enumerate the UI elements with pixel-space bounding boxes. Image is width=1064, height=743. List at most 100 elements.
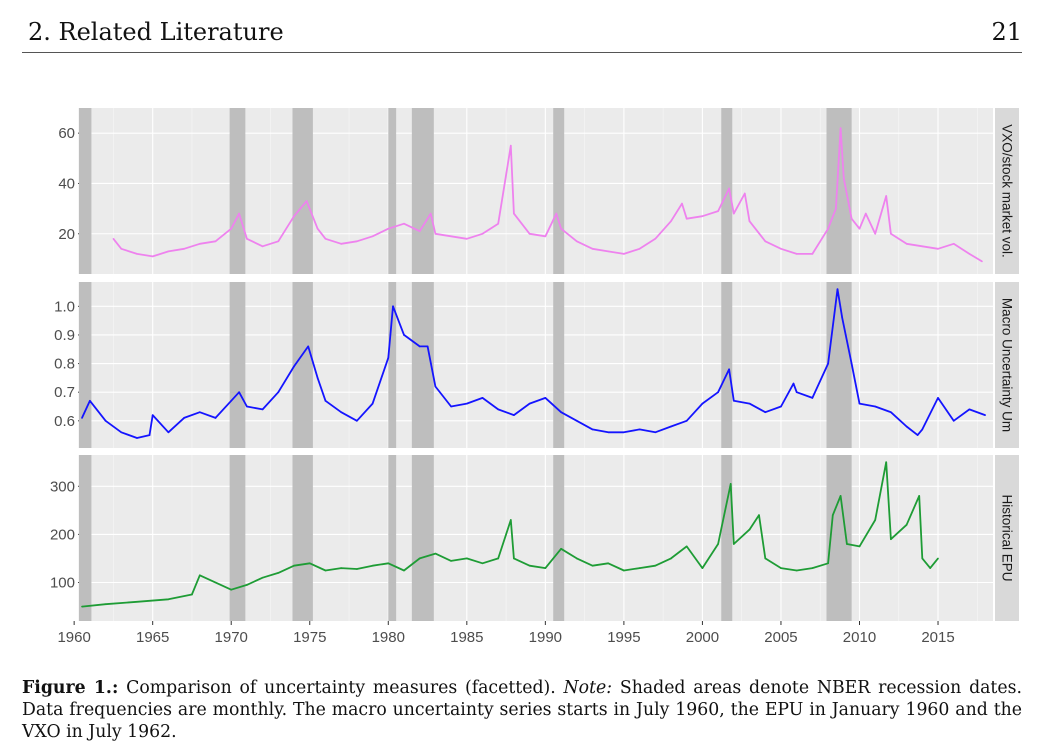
data-point bbox=[466, 237, 468, 240]
data-point bbox=[701, 402, 704, 405]
data-point bbox=[717, 543, 719, 545]
data-point bbox=[905, 523, 908, 526]
data-point bbox=[685, 217, 688, 220]
data-point bbox=[905, 243, 908, 245]
data-point bbox=[466, 557, 468, 560]
section-title: 2. Related Literature bbox=[28, 18, 284, 46]
data-point bbox=[89, 399, 91, 402]
facet-strip-label: Historical EPU bbox=[1000, 494, 1015, 581]
data-point bbox=[324, 399, 327, 402]
data-point bbox=[340, 411, 342, 414]
data-point bbox=[748, 528, 751, 531]
data-point bbox=[670, 220, 672, 222]
data-point bbox=[717, 391, 719, 393]
data-point bbox=[937, 557, 939, 560]
data-point bbox=[371, 564, 374, 567]
figure-caption: Figure 1.: Comparison of uncertainty mea… bbox=[22, 677, 1022, 743]
data-point bbox=[841, 316, 844, 319]
data-point bbox=[575, 557, 578, 560]
data-point bbox=[836, 288, 839, 290]
data-point bbox=[850, 217, 853, 220]
data-point bbox=[638, 567, 641, 569]
data-point bbox=[623, 253, 625, 255]
data-point bbox=[167, 431, 170, 434]
data-point bbox=[112, 237, 115, 240]
x-tick-label: 1995 bbox=[607, 629, 640, 646]
data-point bbox=[426, 345, 429, 348]
caption-text: Comparison of uncertainty measures (face… bbox=[126, 678, 556, 698]
series-line bbox=[112, 127, 983, 263]
data-point bbox=[623, 569, 625, 572]
panel-2: 0.6 0.7 0.8 0.9 1.0 Macro Uncertainty Um bbox=[54, 282, 1019, 448]
faceted-line-chart: 20 40 60 VXO/stock market vol. 0.6 0.7 0.8 0.9 1… bbox=[50, 108, 1019, 646]
data-point bbox=[528, 402, 531, 405]
data-point bbox=[261, 245, 264, 248]
data-point bbox=[811, 567, 814, 569]
data-point bbox=[403, 569, 405, 572]
data-point bbox=[607, 250, 609, 253]
x-tick-label: 1975 bbox=[293, 629, 326, 646]
facet-strip-label: Macro Uncertainty Um bbox=[1000, 298, 1015, 432]
recession-band bbox=[388, 108, 397, 274]
data-point bbox=[968, 408, 971, 411]
data-point bbox=[403, 334, 405, 336]
data-point bbox=[356, 240, 358, 243]
data-point bbox=[387, 227, 390, 230]
y-tick-label: 0.8 bbox=[54, 356, 75, 373]
data-point bbox=[261, 408, 264, 411]
recession-band bbox=[78, 108, 92, 274]
recession-band bbox=[292, 455, 313, 621]
data-point bbox=[120, 431, 123, 434]
recession-band bbox=[553, 455, 565, 621]
data-point bbox=[481, 397, 484, 399]
data-point bbox=[316, 377, 319, 379]
recession-band bbox=[229, 282, 246, 448]
data-point bbox=[307, 345, 309, 348]
data-point bbox=[733, 543, 735, 545]
data-point bbox=[544, 235, 547, 238]
data-point bbox=[513, 414, 515, 416]
x-tick-label: 1990 bbox=[529, 629, 562, 646]
recession-band bbox=[388, 455, 397, 621]
data-point bbox=[277, 391, 280, 393]
data-point bbox=[638, 428, 641, 431]
data-point bbox=[839, 495, 842, 497]
recession-band bbox=[78, 282, 92, 448]
data-point bbox=[575, 420, 578, 422]
data-point bbox=[387, 562, 390, 565]
data-point bbox=[795, 391, 798, 393]
recession-band bbox=[411, 455, 434, 621]
data-point bbox=[728, 368, 730, 371]
data-point bbox=[748, 220, 751, 222]
data-point bbox=[764, 557, 767, 560]
x-tick-label: 1965 bbox=[136, 629, 169, 646]
data-point bbox=[850, 362, 853, 365]
data-point bbox=[429, 212, 432, 215]
data-point bbox=[481, 562, 484, 565]
y-tick-label: 200 bbox=[50, 526, 75, 543]
data-point bbox=[835, 207, 837, 210]
data-point bbox=[151, 255, 154, 258]
panel-3: 100 200 300 Historical EPU bbox=[50, 455, 1019, 621]
data-point bbox=[230, 399, 233, 402]
data-point bbox=[748, 402, 751, 405]
recession-band bbox=[721, 282, 733, 448]
data-point bbox=[230, 588, 233, 591]
data-point bbox=[831, 514, 834, 516]
data-point bbox=[685, 420, 688, 422]
data-point bbox=[701, 215, 704, 217]
recession-band bbox=[553, 282, 565, 448]
data-point bbox=[890, 232, 892, 235]
data-point bbox=[681, 202, 683, 205]
data-point bbox=[214, 417, 217, 419]
recession-band bbox=[411, 282, 434, 448]
data-point bbox=[528, 232, 531, 235]
data-point bbox=[717, 210, 719, 212]
data-point bbox=[466, 402, 468, 405]
recession-band bbox=[721, 455, 733, 621]
data-point bbox=[120, 248, 123, 250]
recession-band bbox=[553, 108, 565, 274]
data-point bbox=[780, 405, 782, 408]
data-point bbox=[230, 227, 233, 230]
data-point bbox=[199, 243, 201, 245]
